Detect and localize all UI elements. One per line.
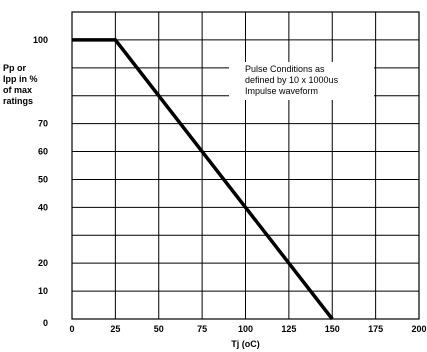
x-tick-label: 175 [368,324,383,334]
y-axis-title-line: Pp or [3,63,26,73]
plot-frame [71,11,420,320]
y-tick-label: 50 [38,174,48,184]
y-tick-label: 70 [38,119,48,129]
note-text-line: Impulse waveform [245,86,318,96]
plot-border [71,11,420,320]
y-tick-labels: 0 10 20 40 50 60 70 100 [33,35,48,328]
y-tick-label: 0 [43,318,48,328]
y-tick-label: 60 [38,147,48,157]
note-text-line: defined by 10 x 1000us [245,75,339,85]
y-axis-title-line: Ipp in % [3,74,38,84]
series-lines [72,38,334,321]
x-tick-label: 125 [281,324,296,334]
note-background [229,62,374,100]
x-tick-label: 50 [154,324,164,334]
series-line [72,38,334,321]
note-text-line: Pulse Conditions as [245,64,325,74]
y-tick-label: 10 [38,286,48,296]
x-tick-label: 150 [325,324,340,334]
y-tick-label: 20 [38,258,48,268]
y-tick-label: 40 [38,202,48,212]
x-tick-label: 200 [411,324,426,334]
y-tick-label: 100 [33,35,48,45]
x-tick-label: 100 [238,324,253,334]
x-tick-label: 75 [197,324,207,334]
x-tick-labels: 0 25 50 75 100 125 150 175 200 [69,324,426,334]
x-tick-label: 0 [69,324,74,334]
y-axis-title-line: of max [3,85,32,95]
x-tick-label: 25 [110,324,120,334]
x-axis-title: Tj (oC) [231,339,260,349]
y-axis-title-line: ratings [3,96,33,106]
